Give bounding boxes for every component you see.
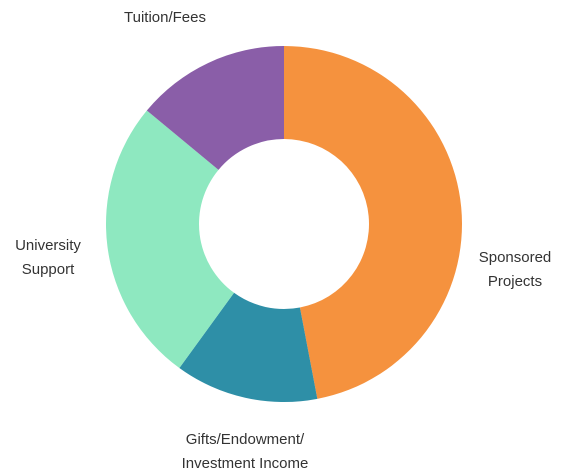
donut-slice bbox=[105, 110, 235, 369]
slice-label: Tuition/Fees bbox=[124, 9, 206, 26]
donut-slice bbox=[146, 46, 284, 170]
slice-label: Gifts/Endowment/ Investment Income bbox=[181, 431, 309, 472]
donut-slice bbox=[179, 292, 318, 402]
slice-label: University Support bbox=[15, 237, 81, 278]
donut-slice bbox=[284, 45, 463, 399]
slice-label: Sponsored Projects bbox=[478, 249, 552, 290]
